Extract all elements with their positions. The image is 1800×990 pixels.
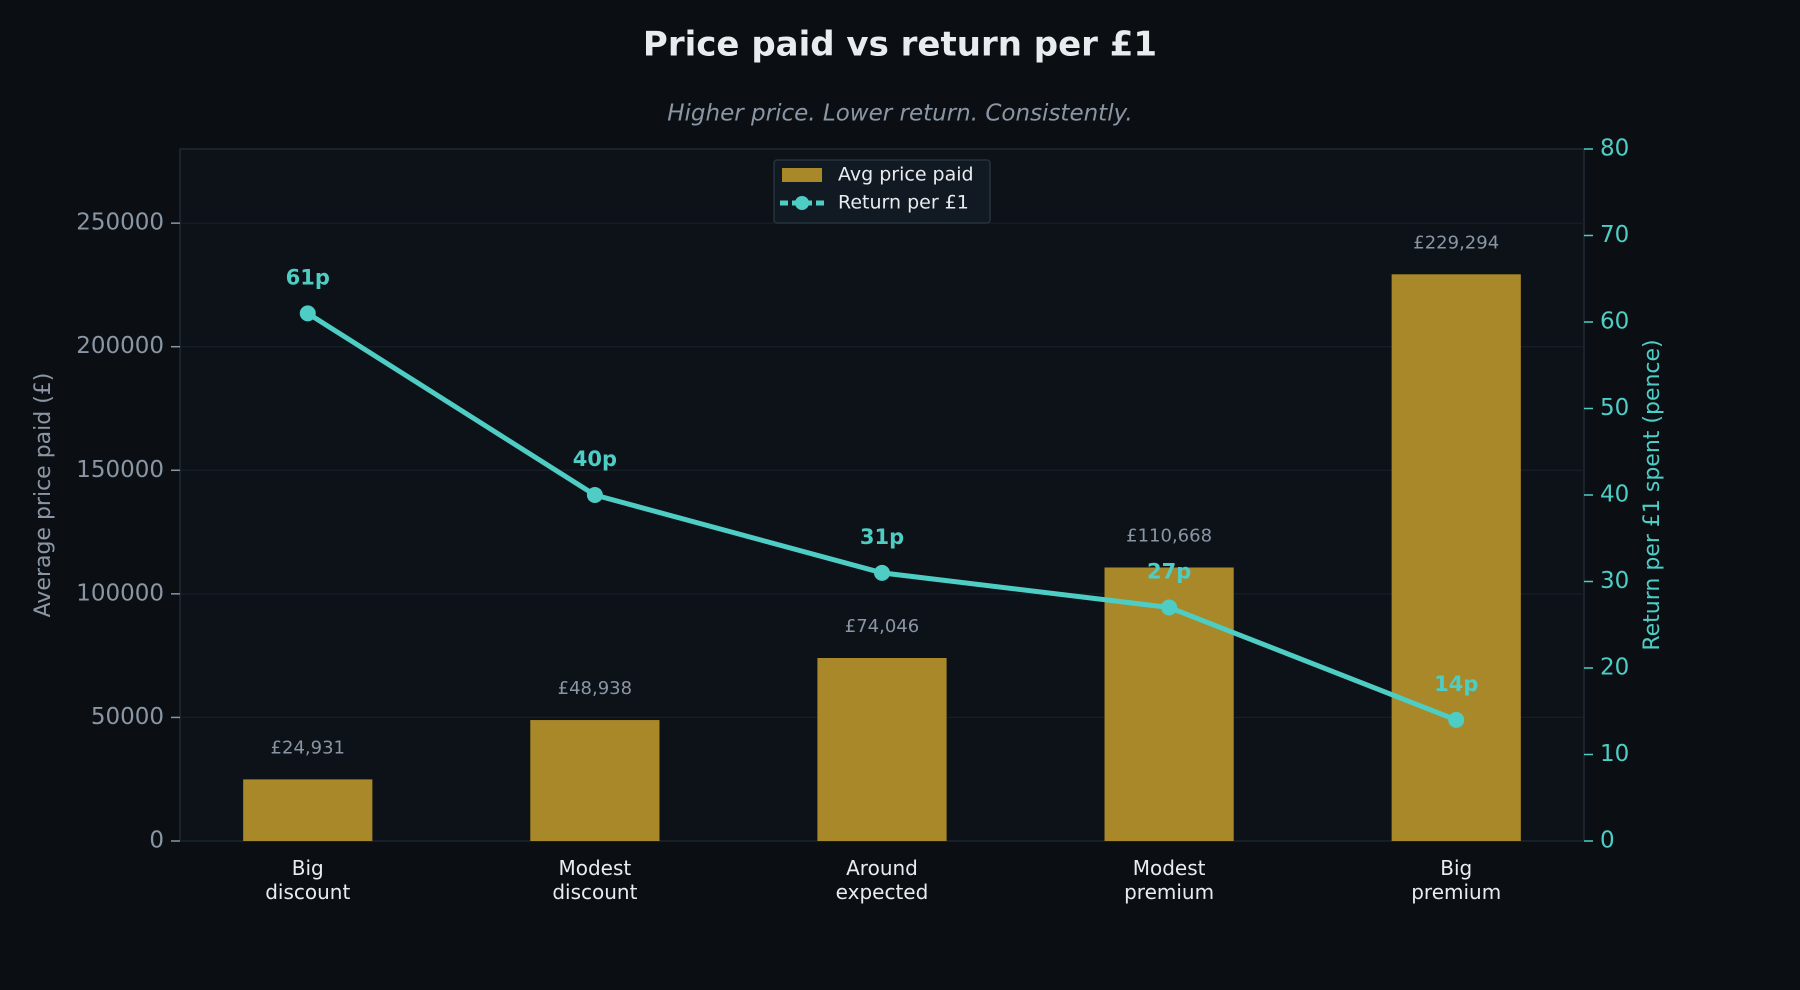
legend-label: Return per £1 [838,192,969,214]
legend-swatch-marker [795,196,809,210]
line-marker [299,305,316,322]
y2-tick-label: 60 [1600,309,1629,335]
x-tick-label: Big discount [265,856,351,904]
x-tick-label: Big premium [1411,856,1502,904]
y2-tick-label: 40 [1600,482,1629,508]
y2-tick-label: 20 [1600,655,1629,681]
chart-title: Price paid vs return per £1 [643,25,1157,65]
y-axis-label: Average price paid (£) [31,373,56,618]
line-marker [586,487,603,503]
y2-tick-label: 50 [1600,395,1629,421]
y-tick-label: 100000 [76,580,164,606]
line-value-label: 27p [1147,559,1191,583]
line-marker [874,564,890,581]
bar-value-label: £48,938 [558,678,632,699]
y2-axis-label: Return per £1 spent (pence) [1640,339,1665,650]
x-tick-label: Modest discount [552,856,638,904]
bar [817,658,947,841]
y-tick-label: 50000 [91,704,164,730]
x-tick-label: Modest premium [1124,856,1215,904]
legend-label: Avg price paid [838,164,974,186]
legend-swatch [782,168,822,182]
line-marker [1161,599,1178,616]
bar [530,720,660,841]
y-tick-label: 0 [149,828,164,854]
x-tick-label: Around expected [835,856,929,904]
bar [243,779,373,841]
y-tick-label: 250000 [76,210,164,236]
bar-value-label: £110,668 [1126,525,1212,546]
y2-tick-label: 80 [1600,136,1629,162]
y2-tick-label: 70 [1600,222,1629,248]
y2-tick-label: 10 [1600,741,1629,767]
y-tick-label: 150000 [76,457,164,483]
line-value-label: 14p [1434,672,1478,696]
line-value-label: 40p [573,447,617,471]
y2-tick-label: 0 [1600,828,1615,854]
bar-value-label: £74,046 [845,616,919,637]
bar [1391,274,1521,841]
y2-tick-label: 30 [1600,568,1629,594]
line-value-label: 31p [860,525,904,549]
legend-box [773,159,991,224]
bar-value-label: £24,931 [271,737,345,758]
bar-value-label: £229,294 [1413,232,1499,253]
chart-subtitle: Higher price. Lower return. Consistently… [667,101,1132,127]
line-value-label: 61p [286,265,330,289]
y-tick-label: 200000 [76,333,164,359]
line-marker [1448,711,1465,728]
